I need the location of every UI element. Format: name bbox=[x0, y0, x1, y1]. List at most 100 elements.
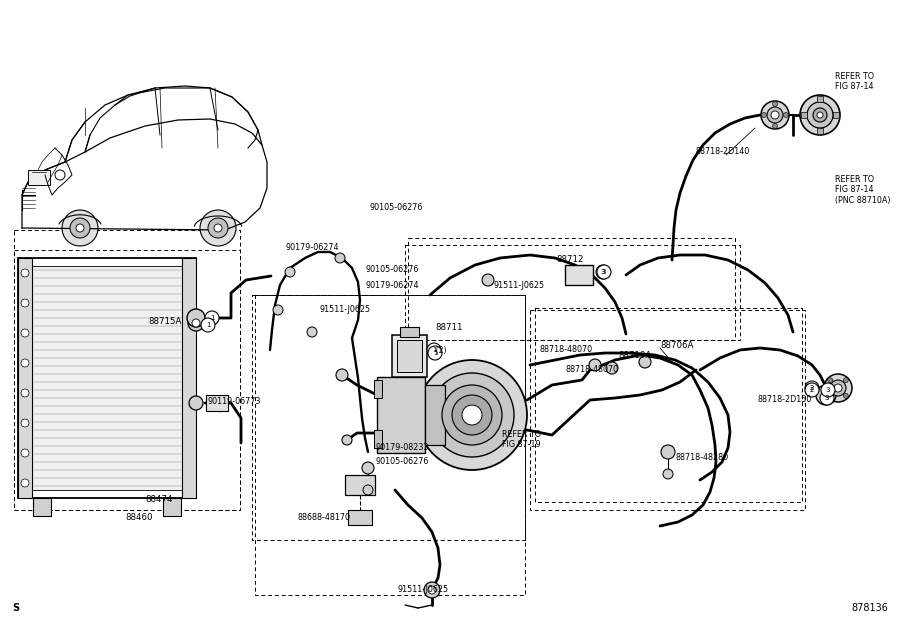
Circle shape bbox=[834, 384, 842, 392]
Bar bbox=[32, 266, 182, 490]
Circle shape bbox=[21, 299, 29, 307]
Circle shape bbox=[821, 383, 835, 397]
Circle shape bbox=[188, 315, 204, 331]
Circle shape bbox=[76, 224, 84, 232]
Text: 88718-2D150: 88718-2D150 bbox=[758, 396, 813, 404]
Circle shape bbox=[772, 102, 778, 107]
Text: REFER TO
FIG 87-19: REFER TO FIG 87-19 bbox=[502, 430, 541, 450]
Circle shape bbox=[452, 395, 492, 435]
Circle shape bbox=[805, 383, 819, 397]
Circle shape bbox=[205, 311, 219, 325]
Bar bbox=[374, 380, 382, 398]
Bar bbox=[374, 430, 382, 448]
Circle shape bbox=[805, 381, 819, 395]
Circle shape bbox=[427, 343, 441, 357]
Bar bbox=[833, 112, 839, 118]
Text: 88711: 88711 bbox=[435, 324, 463, 332]
Text: 3: 3 bbox=[602, 269, 607, 275]
Circle shape bbox=[55, 170, 65, 180]
Circle shape bbox=[307, 327, 317, 337]
Bar bbox=[182, 258, 196, 498]
Circle shape bbox=[442, 385, 502, 445]
Circle shape bbox=[187, 309, 205, 327]
Bar bbox=[18, 258, 196, 498]
Circle shape bbox=[830, 380, 846, 396]
Circle shape bbox=[70, 218, 90, 238]
Circle shape bbox=[661, 445, 675, 459]
Circle shape bbox=[828, 378, 832, 383]
Circle shape bbox=[800, 95, 840, 135]
Bar bbox=[817, 128, 823, 134]
Circle shape bbox=[21, 389, 29, 397]
Bar bbox=[801, 112, 807, 118]
Circle shape bbox=[813, 108, 827, 122]
Bar bbox=[425, 385, 445, 445]
Circle shape bbox=[201, 318, 215, 332]
Circle shape bbox=[482, 274, 494, 286]
Circle shape bbox=[606, 362, 618, 374]
Bar bbox=[565, 265, 593, 285]
Circle shape bbox=[596, 265, 610, 279]
Circle shape bbox=[417, 360, 527, 470]
Text: 90105-06276: 90105-06276 bbox=[375, 458, 428, 466]
Circle shape bbox=[62, 210, 98, 246]
Circle shape bbox=[597, 265, 611, 279]
Circle shape bbox=[208, 218, 228, 238]
Circle shape bbox=[342, 435, 352, 445]
Text: 1: 1 bbox=[433, 350, 437, 356]
Circle shape bbox=[761, 112, 767, 118]
Text: 88474: 88474 bbox=[145, 495, 173, 505]
Circle shape bbox=[424, 582, 440, 598]
Circle shape bbox=[192, 319, 200, 327]
Text: REFER TO
FIG 87-14: REFER TO FIG 87-14 bbox=[835, 72, 874, 91]
Text: 88688-48170: 88688-48170 bbox=[298, 513, 351, 523]
Circle shape bbox=[21, 269, 29, 277]
Circle shape bbox=[428, 586, 436, 594]
Text: 88718-48070: 88718-48070 bbox=[566, 366, 619, 374]
Text: 88715A: 88715A bbox=[148, 317, 182, 327]
Bar bbox=[400, 327, 419, 337]
Bar bbox=[345, 475, 375, 495]
Circle shape bbox=[21, 449, 29, 457]
Circle shape bbox=[335, 253, 345, 263]
Text: 88719A: 88719A bbox=[618, 350, 652, 360]
Circle shape bbox=[462, 405, 482, 425]
Circle shape bbox=[362, 462, 374, 474]
Circle shape bbox=[817, 112, 823, 118]
Bar bbox=[163, 498, 181, 516]
Text: 90179-08233: 90179-08233 bbox=[375, 443, 428, 453]
Circle shape bbox=[828, 393, 832, 398]
Text: -(2): -(2) bbox=[434, 345, 447, 355]
Circle shape bbox=[200, 210, 236, 246]
Circle shape bbox=[430, 373, 514, 457]
Circle shape bbox=[21, 479, 29, 487]
Text: 88718-48280: 88718-48280 bbox=[675, 453, 728, 463]
Circle shape bbox=[639, 356, 651, 368]
Circle shape bbox=[21, 359, 29, 367]
Circle shape bbox=[824, 374, 852, 402]
Text: 88718-48070: 88718-48070 bbox=[540, 345, 593, 355]
Bar bbox=[377, 377, 425, 453]
Circle shape bbox=[363, 485, 373, 495]
Circle shape bbox=[285, 267, 295, 277]
Text: 2: 2 bbox=[810, 387, 814, 393]
Text: 3: 3 bbox=[824, 395, 829, 401]
Text: REFER TO
FIG 87-14
(PNC 88710A): REFER TO FIG 87-14 (PNC 88710A) bbox=[835, 175, 890, 205]
Text: 91511-J0625: 91511-J0625 bbox=[493, 280, 544, 290]
Circle shape bbox=[21, 419, 29, 427]
Text: 88718-2D140: 88718-2D140 bbox=[695, 148, 749, 156]
Bar bbox=[392, 335, 427, 377]
Circle shape bbox=[761, 101, 789, 129]
Circle shape bbox=[214, 224, 222, 232]
Bar bbox=[28, 170, 50, 185]
Circle shape bbox=[784, 112, 788, 118]
Circle shape bbox=[807, 102, 833, 128]
Text: 90179-06274: 90179-06274 bbox=[365, 280, 418, 290]
Circle shape bbox=[273, 305, 283, 315]
Bar bbox=[348, 510, 372, 525]
Text: 878136: 878136 bbox=[851, 603, 888, 613]
Text: 88706A: 88706A bbox=[660, 340, 693, 350]
Bar bbox=[817, 96, 823, 102]
Bar bbox=[18, 258, 32, 498]
Circle shape bbox=[767, 107, 783, 123]
